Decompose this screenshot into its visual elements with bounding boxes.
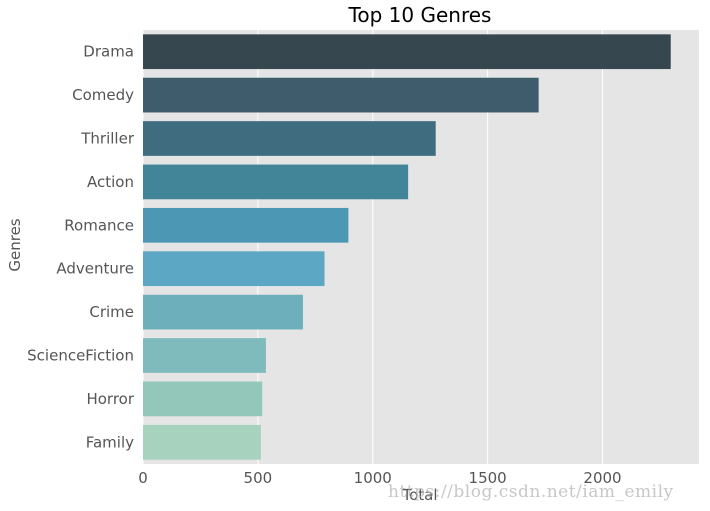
- bar-horror: [143, 381, 263, 417]
- bar-adventure: [143, 251, 325, 287]
- bar-family: [143, 424, 261, 460]
- y-tick-label: Crime: [89, 303, 134, 321]
- bar-romance: [143, 207, 349, 243]
- x-tick-label: 0: [138, 469, 148, 487]
- y-tick-label: Thriller: [80, 130, 135, 148]
- watermark: https://blog.csdn.net/iam_emily: [388, 482, 674, 502]
- y-tick-label: Horror: [86, 390, 134, 408]
- bar-comedy: [143, 77, 539, 113]
- bar-action: [143, 164, 409, 200]
- y-tick-label: Drama: [83, 43, 134, 61]
- y-axis-label: Genres: [6, 218, 24, 271]
- y-tick-labels: Drama Comedy Thriller Action Romance Adventur…: [27, 43, 135, 452]
- x-tick-label: 1000: [354, 469, 392, 487]
- bar-sciencefiction: [143, 338, 266, 373]
- y-tick-label: Family: [86, 433, 134, 451]
- y-tick-label: ScienceFiction: [27, 347, 134, 365]
- x-tick-label: 2000: [583, 469, 621, 487]
- y-tick-label: Romance: [64, 216, 134, 234]
- x-tick-labels: 0 500 1000 1500 2000: [138, 469, 621, 487]
- x-axis-label: Total: [401, 486, 437, 504]
- bars: [143, 34, 671, 460]
- bar-drama: [143, 34, 671, 70]
- y-tick-label: Action: [87, 173, 134, 191]
- x-tick-label: 1500: [469, 469, 507, 487]
- bar-crime: [143, 294, 303, 330]
- chart-title: Top 10 Genres: [348, 3, 492, 27]
- y-tick-label: Adventure: [56, 260, 134, 278]
- bar-thriller: [143, 121, 436, 156]
- y-tick-label: Comedy: [72, 86, 134, 104]
- x-tick-label: 500: [244, 469, 273, 487]
